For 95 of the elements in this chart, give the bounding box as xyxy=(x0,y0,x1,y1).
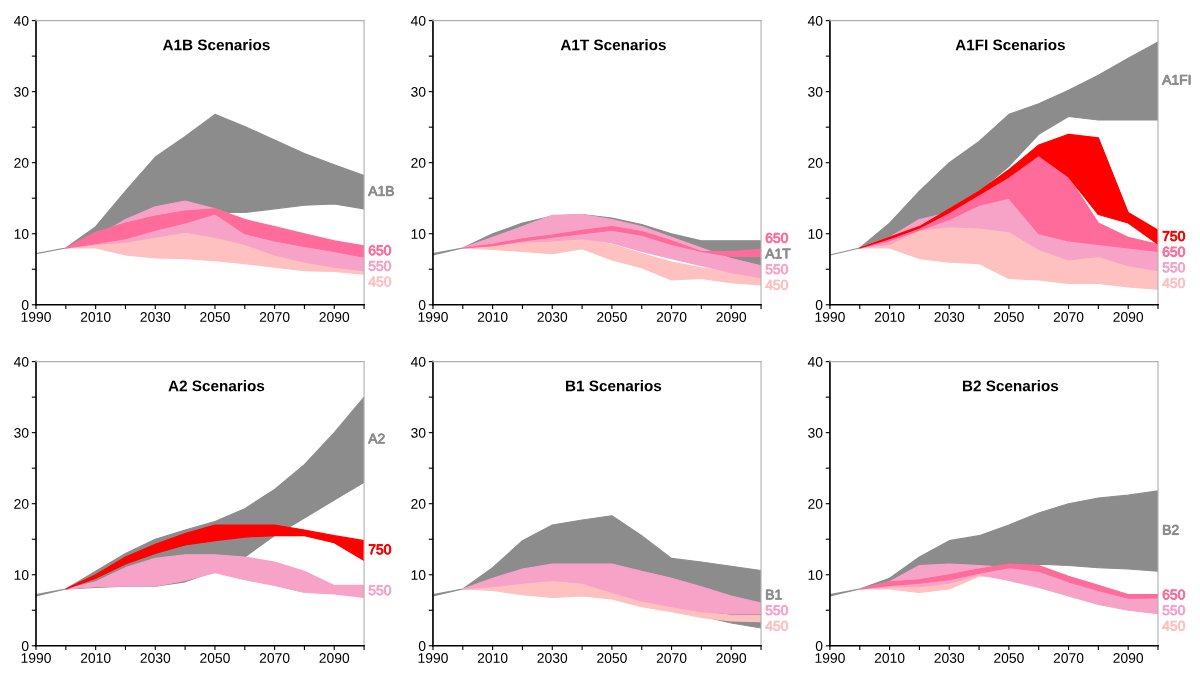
y-tick-label: 40 xyxy=(807,15,823,26)
x-tick-label: 2090 xyxy=(1113,653,1144,663)
x-tick-label: 2070 xyxy=(259,312,290,322)
legend-label: 650 xyxy=(1162,246,1185,257)
x-tick-label: 2050 xyxy=(597,312,627,322)
y-tick-label: 40 xyxy=(13,356,29,367)
x-tick-label: 2070 xyxy=(1053,312,1084,322)
legend-label: 450 xyxy=(368,276,391,287)
legend-label: A1FI xyxy=(1162,75,1191,85)
x-tick-label: 2090 xyxy=(716,653,747,663)
y-tick-label: 30 xyxy=(14,427,29,438)
x-tick-label: 2010 xyxy=(80,653,111,663)
text: A1B Scenarios xyxy=(162,39,270,51)
y-tick-label: 10 xyxy=(808,229,823,239)
x-tick-label: 1990 xyxy=(418,312,448,322)
x-tick-label: 2070 xyxy=(259,653,290,663)
x-tick-label: 2030 xyxy=(934,653,965,663)
x-tick-label: 2050 xyxy=(994,312,1024,322)
x-tick-label: 2070 xyxy=(1053,653,1084,663)
x-tick-label: 2010 xyxy=(874,312,905,322)
x-tick-label: 2090 xyxy=(319,312,350,322)
x-tick-label: 1990 xyxy=(21,312,51,322)
legend-label: 450 xyxy=(1162,620,1185,631)
y-tick-label: 0 xyxy=(418,300,426,310)
x-tick-label: 2090 xyxy=(319,653,350,663)
x-tick-label: 2030 xyxy=(537,312,568,322)
y-tick-label: 20 xyxy=(411,499,426,509)
x-tick-label: 2010 xyxy=(477,653,508,663)
y-tick-label: 20 xyxy=(808,499,823,509)
y-tick-label: 0 xyxy=(418,641,426,651)
legend-label: B2 xyxy=(1163,524,1179,535)
y-tick-label: 10 xyxy=(411,570,426,580)
legend-label: 750 xyxy=(368,544,391,555)
x-tick-label: 2070 xyxy=(656,312,687,322)
legend-label: 450 xyxy=(765,620,788,631)
y-tick-label: 30 xyxy=(808,86,823,97)
y-tick-label: 20 xyxy=(14,158,29,168)
x-tick-label: 1990 xyxy=(815,312,845,322)
y-tick-label: 40 xyxy=(410,15,426,26)
y-tick-label: 0 xyxy=(21,300,29,310)
x-tick-label: 2090 xyxy=(716,312,747,322)
text: B1 Scenarios xyxy=(566,380,662,392)
y-tick-label: 40 xyxy=(13,15,29,26)
x-tick-label: 2050 xyxy=(200,312,230,322)
legend-label: B1 xyxy=(766,589,782,600)
y-tick-label: 10 xyxy=(411,229,426,239)
x-tick-label: 2010 xyxy=(874,653,905,663)
text: A1T Scenarios xyxy=(560,39,666,51)
x-tick-label: 2050 xyxy=(994,653,1024,663)
legend-label: 450 xyxy=(765,279,788,290)
x-tick-label: 2030 xyxy=(537,653,568,663)
legend-label: 450 xyxy=(1162,278,1185,288)
y-tick-label: 10 xyxy=(14,570,29,580)
x-tick-label: 2010 xyxy=(80,312,111,322)
legend-label: 550 xyxy=(765,605,788,616)
x-tick-label: 2010 xyxy=(477,312,508,322)
x-tick-label: 2030 xyxy=(140,653,171,663)
legend-label: A1B xyxy=(368,186,394,196)
legend-label: 650 xyxy=(765,233,788,243)
legend-label: 750 xyxy=(1162,231,1185,242)
legend-label: A2 xyxy=(368,433,385,444)
y-tick-label: 30 xyxy=(411,86,426,97)
y-tick-label: 0 xyxy=(815,641,823,651)
y-tick-label: 30 xyxy=(808,427,823,438)
x-tick-label: 2030 xyxy=(934,312,965,322)
text: A1FI Scenarios xyxy=(955,39,1065,51)
legend-label: 650 xyxy=(368,245,391,256)
legend-label: 650 xyxy=(1162,589,1185,600)
y-tick-label: 30 xyxy=(14,86,29,97)
y-tick-label: 0 xyxy=(815,300,823,310)
y-tick-label: 40 xyxy=(410,356,426,367)
y-tick-label: 20 xyxy=(411,158,426,168)
x-tick-label: 2050 xyxy=(200,653,230,663)
y-tick-label: 20 xyxy=(14,499,29,509)
y-tick-label: 0 xyxy=(21,641,29,651)
text: A2 Scenarios xyxy=(168,380,265,392)
x-tick-label: 2030 xyxy=(140,312,171,322)
x-tick-label: 1990 xyxy=(418,653,448,663)
x-tick-label: 2050 xyxy=(597,653,627,663)
x-tick-label: 1990 xyxy=(21,653,51,663)
y-tick-label: 10 xyxy=(808,570,823,580)
legend-label: 550 xyxy=(368,585,391,596)
y-tick-label: 10 xyxy=(14,229,29,239)
legend-label: 550 xyxy=(1162,605,1185,616)
x-tick-label: 1990 xyxy=(815,653,845,663)
legend-label: 550 xyxy=(1162,262,1185,273)
legend-label: 550 xyxy=(765,264,788,275)
legend-label: 550 xyxy=(368,261,391,271)
y-tick-label: 20 xyxy=(808,158,823,168)
y-tick-label: 30 xyxy=(411,427,426,438)
text: B2 Scenarios xyxy=(962,380,1059,392)
x-tick-label: 2090 xyxy=(1113,312,1144,322)
legend-label: A1T xyxy=(765,248,791,259)
x-tick-label: 2070 xyxy=(656,653,687,663)
y-tick-label: 40 xyxy=(807,356,823,367)
